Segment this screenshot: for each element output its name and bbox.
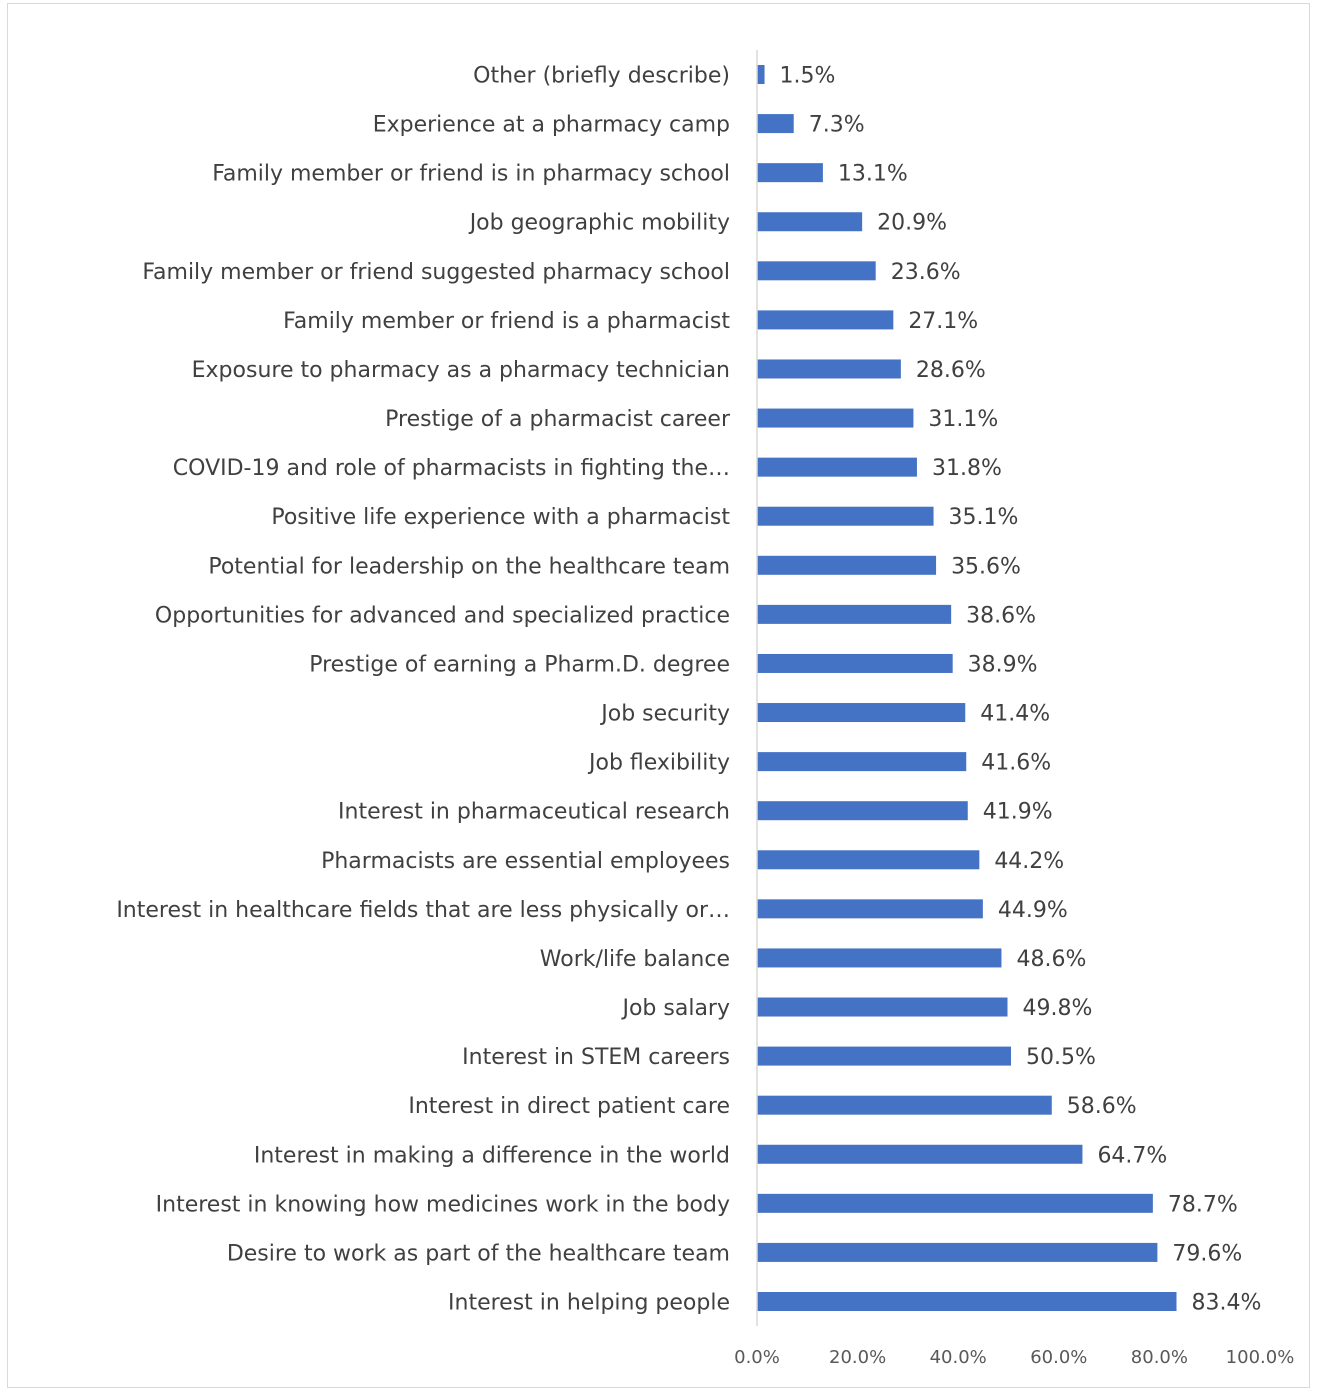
bar — [757, 1095, 1052, 1115]
bar — [757, 212, 863, 232]
category-label: Family member or friend is a pharmacist — [283, 309, 730, 334]
bar — [757, 261, 876, 281]
data-label: 83.4% — [1192, 1291, 1262, 1316]
category-label: Interest in STEM careers — [462, 1045, 730, 1070]
data-label: 38.6% — [966, 603, 1036, 628]
category-label: Opportunities for advanced and specializ… — [155, 603, 730, 628]
bar — [757, 604, 952, 624]
data-label: 79.6% — [1172, 1241, 1242, 1266]
category-label: Prestige of earning a Pharm.D. degree — [309, 652, 730, 677]
data-label: 31.8% — [932, 456, 1002, 481]
category-label: Interest in healthcare fields that are l… — [116, 898, 730, 923]
data-label: 44.2% — [994, 849, 1064, 874]
bar — [757, 65, 765, 84]
category-label: Job salary — [620, 996, 730, 1021]
bar — [757, 1292, 1177, 1311]
bar — [757, 1046, 1012, 1066]
bar — [757, 703, 966, 723]
data-label: 35.6% — [951, 554, 1021, 579]
data-label: 13.1% — [838, 162, 908, 187]
x-tick-label: 100.0% — [1226, 1347, 1295, 1368]
category-label: Interest in knowing how medicines work i… — [156, 1192, 730, 1217]
category-label: Positive life experience with a pharmaci… — [271, 505, 730, 530]
data-label: 28.6% — [916, 358, 986, 383]
x-tick-label: 80.0% — [1131, 1347, 1188, 1368]
x-tick-label: 20.0% — [829, 1347, 886, 1368]
bar — [757, 948, 1002, 968]
category-label: Job geographic mobility — [468, 211, 730, 236]
category-label: Prestige of a pharmacist career — [385, 407, 731, 432]
data-label: 27.1% — [908, 309, 978, 334]
data-label: 35.1% — [949, 505, 1019, 530]
bars-group — [757, 65, 1177, 1311]
data-label: 31.1% — [928, 407, 998, 432]
category-label: Interest in pharmaceutical research — [338, 800, 730, 825]
category-label: Potential for leadership on the healthca… — [208, 554, 730, 579]
data-label: 38.9% — [968, 652, 1038, 677]
category-label: Job flexibility — [587, 751, 730, 776]
bar — [757, 408, 914, 428]
value-labels-group: 1.5% 7.3% 13.1% 20.9% 23.6% 27.1% 28.6% 31.1% 31… — [780, 64, 1262, 1316]
x-tick-label: 40.0% — [930, 1347, 987, 1368]
category-label: Job security — [599, 702, 730, 727]
x-tick-labels-group: 0.0% 20.0% 40.0% 60.0% 80.0% 100.0% — [734, 1347, 1294, 1368]
category-label: COVID-19 and role of pharmacists in figh… — [173, 456, 730, 481]
bar — [757, 506, 934, 526]
bar — [757, 801, 968, 821]
data-label: 23.6% — [891, 260, 961, 285]
data-label: 49.8% — [1022, 996, 1092, 1021]
data-label: 78.7% — [1168, 1192, 1238, 1217]
bar — [757, 555, 937, 575]
bar — [757, 653, 953, 673]
bar — [757, 1242, 1158, 1262]
bar — [757, 1144, 1083, 1164]
data-label: 7.3% — [809, 113, 865, 138]
category-label: Exposure to pharmacy as a pharmacy techn… — [192, 358, 730, 383]
data-label: 58.6% — [1067, 1094, 1137, 1119]
category-label: Interest in direct patient care — [408, 1094, 730, 1119]
category-label: Interest in helping people — [448, 1291, 730, 1316]
data-label: 41.4% — [980, 702, 1050, 727]
x-tick-label: 0.0% — [734, 1347, 780, 1368]
bar — [757, 163, 823, 183]
category-label: Experience at a pharmacy camp — [373, 113, 730, 138]
bar — [757, 899, 983, 919]
x-tick-label: 60.0% — [1030, 1347, 1087, 1368]
data-label: 44.9% — [998, 898, 1068, 923]
data-label: 48.6% — [1016, 947, 1086, 972]
data-label: 41.6% — [981, 751, 1051, 776]
data-label: 1.5% — [780, 64, 836, 89]
bar — [757, 997, 1008, 1017]
bar — [757, 114, 794, 134]
data-label: 20.9% — [877, 211, 947, 236]
bar — [757, 1193, 1153, 1213]
bar — [757, 359, 901, 379]
bar — [757, 457, 917, 477]
data-label: 64.7% — [1097, 1143, 1167, 1168]
category-label: Family member or friend suggested pharma… — [142, 260, 730, 285]
bar — [757, 752, 967, 772]
data-label: 50.5% — [1026, 1045, 1096, 1070]
category-label: Interest in making a difference in the w… — [254, 1143, 730, 1168]
bar — [757, 310, 894, 330]
chart-area — [7, 3, 1310, 1388]
category-label: Pharmacists are essential employees — [321, 849, 730, 874]
category-label: Other (briefly describe) — [473, 64, 730, 89]
bar — [757, 850, 980, 870]
data-label: 41.9% — [983, 800, 1053, 825]
category-labels-group: Other (briefly describe) Experience at a … — [116, 64, 731, 1316]
category-label: Desire to work as part of the healthcare… — [227, 1241, 730, 1266]
category-label: Family member or friend is in pharmacy s… — [212, 162, 730, 187]
category-label: Work/life balance — [540, 947, 730, 972]
